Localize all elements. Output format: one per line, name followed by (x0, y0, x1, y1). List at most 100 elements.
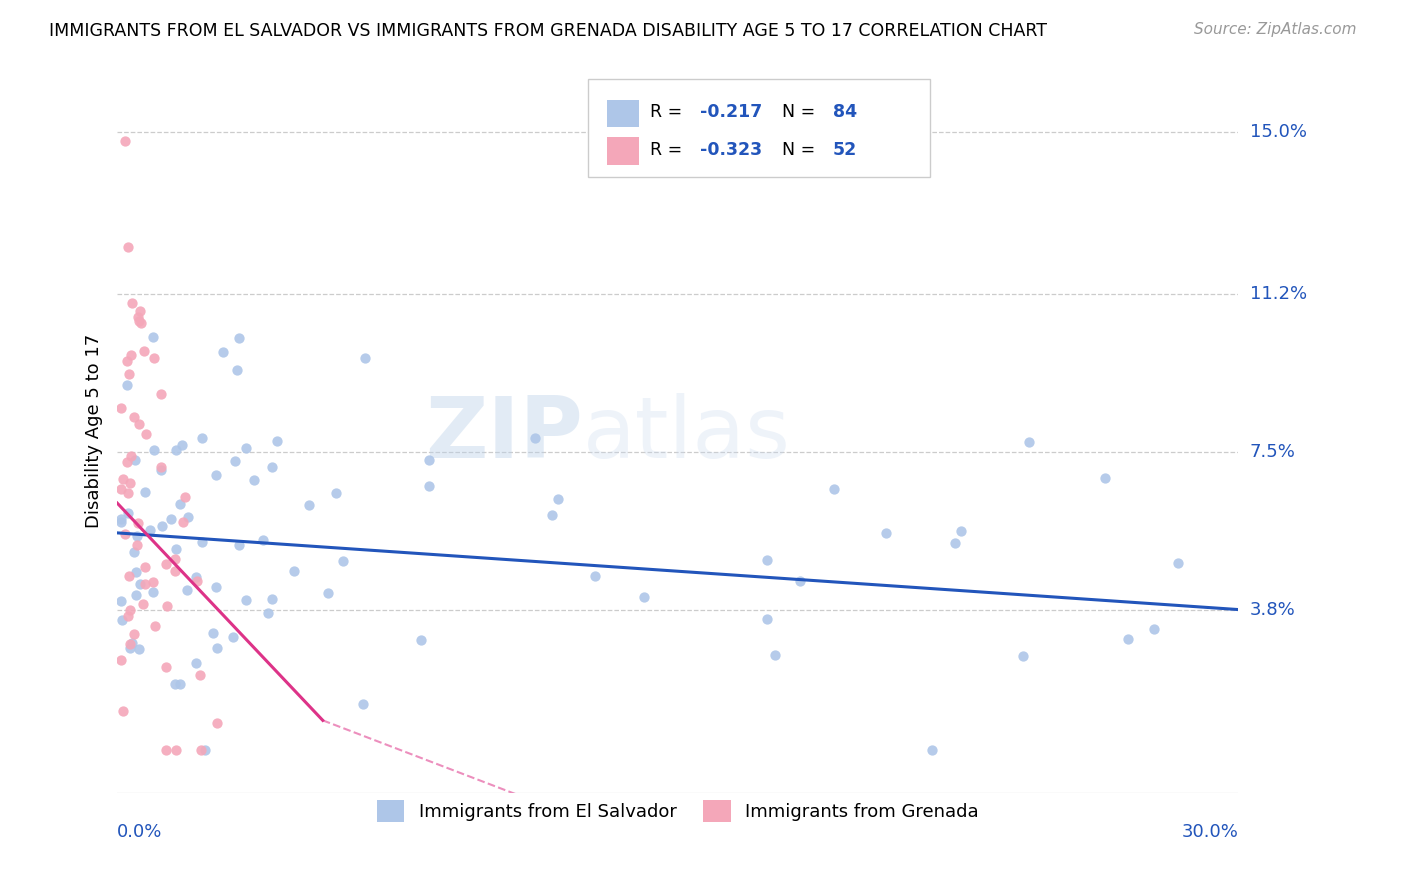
Text: 30.0%: 30.0% (1181, 823, 1239, 841)
Point (127, 516, 149, 531)
Point (243, 473, 266, 487)
Point (174, 490, 197, 504)
Point (165, 743, 187, 757)
Text: 11.2%: 11.2% (1250, 285, 1306, 303)
Point (155, 659, 177, 673)
Point (190, 743, 212, 757)
Point (235, 593, 257, 607)
Point (1094, 471, 1116, 485)
Point (152, 519, 174, 533)
Point (921, 743, 943, 757)
Text: 15.0%: 15.0% (1250, 123, 1306, 142)
Text: 84: 84 (832, 103, 856, 121)
Text: 0.0%: 0.0% (117, 823, 163, 841)
Point (120, 603, 142, 617)
Point (125, 529, 148, 543)
Point (142, 330, 165, 344)
Point (142, 585, 165, 599)
Point (177, 510, 200, 524)
Point (262, 591, 284, 606)
Point (143, 351, 166, 366)
Text: -0.323: -0.323 (700, 141, 762, 159)
Point (191, 534, 214, 549)
Legend: Immigrants from El Salvador, Immigrants from Grenada: Immigrants from El Salvador, Immigrants … (368, 790, 987, 830)
Point (134, 576, 156, 591)
Point (170, 438, 193, 452)
Point (163, 677, 186, 691)
Point (122, 409, 145, 424)
Point (135, 426, 157, 441)
Point (191, 431, 214, 445)
Point (875, 526, 897, 541)
Text: N =: N = (782, 141, 821, 159)
Point (756, 612, 779, 626)
Point (110, 512, 132, 526)
Point (160, 512, 183, 526)
Point (547, 492, 569, 507)
Point (115, 354, 138, 368)
Point (252, 533, 274, 548)
Point (583, 569, 606, 583)
Point (128, 314, 150, 328)
Point (228, 538, 250, 552)
Point (128, 417, 150, 431)
Text: ZIP: ZIP (425, 392, 582, 475)
Y-axis label: Disability Age 5 to 17: Disability Age 5 to 17 (86, 334, 103, 528)
Point (1018, 435, 1040, 450)
Point (118, 476, 141, 491)
Point (134, 485, 156, 500)
Point (165, 542, 187, 557)
Point (184, 570, 207, 584)
Point (409, 632, 432, 647)
Point (128, 641, 150, 656)
Point (163, 564, 186, 578)
Point (1012, 649, 1035, 664)
Point (789, 574, 811, 589)
Point (221, 630, 243, 644)
Point (186, 574, 208, 588)
Point (188, 667, 211, 681)
Point (266, 434, 288, 449)
Text: atlas: atlas (582, 392, 790, 475)
Point (945, 536, 967, 550)
Point (111, 472, 134, 486)
Point (352, 698, 374, 712)
Point (226, 363, 249, 377)
Text: N =: N = (782, 103, 821, 121)
Point (121, 636, 143, 650)
Point (150, 459, 173, 474)
Point (298, 499, 321, 513)
Point (110, 653, 132, 667)
Point (283, 564, 305, 578)
Point (117, 240, 139, 254)
Point (143, 619, 166, 633)
Point (165, 551, 187, 566)
Point (256, 607, 278, 621)
Text: Source: ZipAtlas.com: Source: ZipAtlas.com (1194, 22, 1357, 37)
Point (763, 648, 786, 662)
Point (823, 482, 845, 496)
Point (316, 585, 339, 599)
Point (756, 553, 779, 567)
Point (127, 538, 149, 552)
Point (176, 583, 198, 598)
Point (129, 577, 152, 591)
Point (117, 455, 139, 469)
Point (354, 351, 377, 366)
Point (262, 459, 284, 474)
Point (633, 590, 655, 604)
Point (1143, 623, 1166, 637)
Point (129, 316, 152, 330)
Point (132, 343, 155, 358)
Point (205, 580, 228, 594)
Point (110, 401, 132, 415)
Point (165, 442, 187, 457)
Point (169, 497, 191, 511)
Point (120, 348, 142, 362)
Point (418, 452, 440, 467)
Text: 3.8%: 3.8% (1250, 600, 1295, 618)
Point (211, 345, 233, 359)
Text: R =: R = (650, 141, 688, 159)
Bar (607, 137, 638, 165)
Point (114, 527, 136, 541)
